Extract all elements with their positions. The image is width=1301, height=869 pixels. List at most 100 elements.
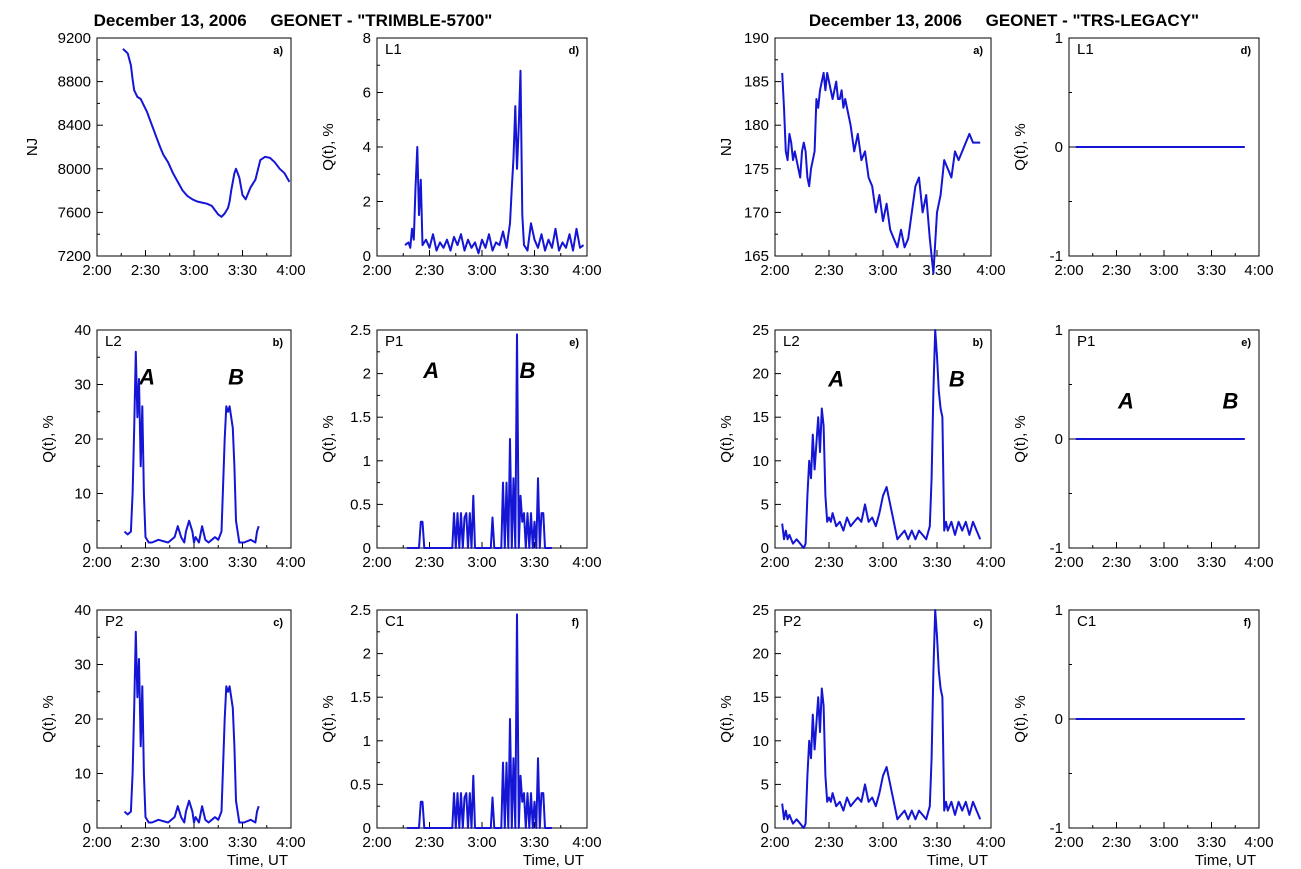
x-tick-label: 2:00	[1054, 554, 1083, 571]
panel-right-a: 2:00 2:30 3:00 3:30 4:00 165 170 175 180 185 190 NJ…	[718, 30, 1006, 279]
y-tick-label: 0	[761, 540, 769, 557]
series-line	[406, 333, 552, 549]
y-tick-label: 8	[363, 30, 371, 47]
y-tick-label: 1	[363, 733, 371, 750]
title-right: December 13, 2006 GEONET - "TRS-LEGACY"	[809, 11, 1199, 30]
panel-right-f: 2:00 2:30 3:00 3:30 4:00 -1 0 1 Q(t), % Time, UT f…	[1012, 602, 1274, 869]
y-tick-label: 20	[74, 711, 91, 728]
x-tick-label: 3:30	[520, 554, 549, 571]
x-tick-label: 4:00	[1244, 262, 1273, 279]
panel-right-d: 2:00 2:30 3:00 3:30 4:00 -1 0 1 Q(t), % d) L1	[1012, 30, 1274, 279]
y-tick-label: 2	[363, 194, 371, 211]
series-line	[404, 69, 585, 255]
x-tick-label: 3:00	[868, 834, 897, 851]
series-label: C1	[385, 613, 404, 630]
x-axis-label: Time, UT	[523, 852, 584, 869]
series-line	[406, 613, 552, 829]
panel-id-label: f)	[572, 617, 580, 629]
x-tick-label: 2:30	[814, 262, 843, 279]
x-tick-label: 3:00	[1149, 554, 1178, 571]
x-tick-label: 2:00	[760, 262, 789, 279]
y-tick-label: 165	[744, 248, 769, 265]
annotation-A: A	[138, 365, 155, 390]
x-tick-label: 3:30	[1197, 262, 1226, 279]
x-tick-label: 4:00	[572, 834, 601, 851]
plot-frame	[376, 609, 588, 829]
panel-left-e: 2:00 2:30 3:00 3:30 4:00 0 0.5 1 1.5 2 2.5 Q(t), % e…	[320, 322, 602, 571]
y-tick-label: 25	[752, 602, 769, 619]
x-tick-label: 4:00	[276, 834, 305, 851]
panel-id-label: e)	[1241, 337, 1251, 349]
x-tick-label: 4:00	[1244, 834, 1273, 851]
y-tick-label: 190	[744, 30, 769, 47]
y-tick-label: 20	[74, 431, 91, 448]
y-tick-label: 1	[1055, 322, 1063, 339]
panel-right-b: 2:00 2:30 3:00 3:30 4:00 0 5 10 15 20 25 Q(t), % b) L…	[718, 322, 1006, 571]
x-tick-label: 2:30	[131, 262, 160, 279]
y-tick-label: 15	[752, 409, 769, 426]
x-tick-label: 2:00	[1054, 262, 1083, 279]
x-tick-label: 2:00	[362, 262, 391, 279]
x-axis-label: Time, UT	[1195, 852, 1256, 869]
y-tick-label: 15	[752, 689, 769, 706]
x-tick-label: 4:00	[572, 262, 601, 279]
y-tick-label: 1.5	[350, 689, 371, 706]
panel-right-e: 2:00 2:30 3:00 3:30 4:00 -1 0 1 Q(t), % e) P1 A B	[1012, 322, 1274, 571]
x-tick-label: 3:00	[1149, 834, 1178, 851]
series-label: P2	[783, 613, 801, 630]
series-label: C1	[1077, 613, 1096, 630]
x-tick-label: 3:30	[228, 262, 257, 279]
series-label: L1	[385, 41, 402, 58]
y-tick-label: 5	[761, 496, 769, 513]
y-tick-label: 30	[74, 377, 91, 394]
y-tick-label: 0	[83, 820, 91, 837]
x-tick-label: 3:00	[179, 554, 208, 571]
x-tick-label: 2:30	[814, 834, 843, 851]
panel-id-label: c)	[973, 617, 983, 629]
y-tick-label: 1	[363, 453, 371, 470]
series-label: L2	[105, 333, 122, 350]
x-tick-label: 2:30	[131, 834, 160, 851]
annotation-A: A	[1117, 388, 1134, 413]
y-axis-label: Q(t), %	[320, 123, 337, 171]
x-tick-label: 3:00	[868, 262, 897, 279]
series-line	[781, 609, 982, 829]
y-tick-label: 1.5	[350, 409, 371, 426]
y-tick-label: 0.5	[350, 496, 371, 513]
x-tick-label: 3:30	[520, 834, 549, 851]
panel-id-label: a)	[273, 45, 283, 57]
x-tick-label: 2:00	[362, 834, 391, 851]
x-tick-label: 2:00	[760, 834, 789, 851]
y-tick-label: 10	[74, 766, 91, 783]
x-axis-label: Time, UT	[227, 852, 288, 869]
y-tick-label: 1	[1055, 30, 1063, 47]
series-line	[123, 630, 260, 824]
y-tick-label: 10	[752, 453, 769, 470]
annotation-A: A	[827, 367, 844, 392]
panel-left-c: 2:00 2:30 3:00 3:30 4:00 0 10 20 30 40 Q(t), % Time…	[40, 602, 306, 869]
y-tick-label: 40	[74, 602, 91, 619]
x-tick-label: 2:30	[1102, 262, 1131, 279]
x-tick-label: 2:30	[415, 834, 444, 851]
y-tick-label: 170	[744, 204, 769, 221]
y-tick-label: -1	[1050, 820, 1063, 837]
x-tick-label: 2:30	[415, 262, 444, 279]
series-line	[781, 71, 981, 275]
y-tick-label: 2.5	[350, 322, 371, 339]
x-tick-label: 2:30	[415, 554, 444, 571]
y-tick-label: 4	[363, 139, 371, 156]
x-tick-label: 2:30	[1102, 834, 1131, 851]
panel-id-label: b)	[973, 337, 984, 349]
panel-left-b: 2:00 2:30 3:00 3:30 4:00 0 10 20 30 40 Q(t), % b) L2…	[40, 322, 306, 571]
annotation-B: B	[520, 358, 536, 383]
y-tick-label: 0	[363, 248, 371, 265]
y-tick-label: 20	[752, 646, 769, 663]
y-axis-label: Q(t), %	[320, 695, 337, 743]
y-axis-label: Q(t), %	[718, 415, 735, 463]
x-tick-label: 3:00	[868, 554, 897, 571]
x-tick-label: 3:30	[228, 554, 257, 571]
panel-id-label: d)	[569, 45, 580, 57]
series-line	[781, 329, 982, 549]
y-tick-label: 8800	[58, 74, 91, 91]
y-tick-label: 10	[752, 733, 769, 750]
